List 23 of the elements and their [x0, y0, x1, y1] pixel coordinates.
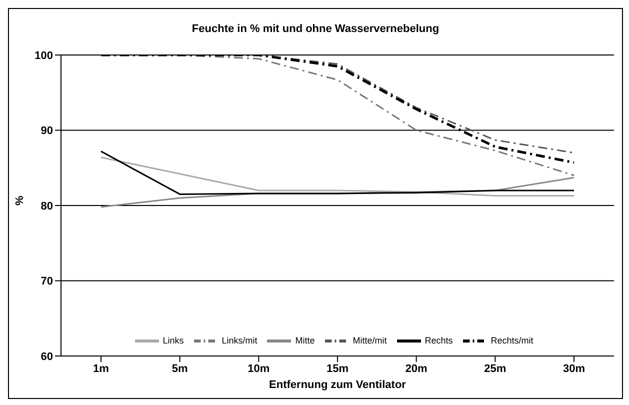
y-tick-label: 100: [34, 50, 53, 62]
y-tick-label: 90: [40, 125, 53, 138]
legend-label: Mitte/mit: [352, 335, 387, 346]
legend-label: Rechts/mit: [490, 335, 534, 346]
line-series: [100, 150, 575, 195]
legend-label: Rechts: [424, 335, 453, 346]
x-tick-label: 15m: [326, 362, 349, 375]
x-tick-label: 20m: [405, 362, 428, 375]
y-tick-label: 70: [40, 276, 53, 288]
chart-title: Feuchte in % mit und ohne Wasservernebelung: [190, 23, 440, 35]
y-tick-label: 80: [40, 200, 53, 212]
x-axis-title: Entfernung zum Ventilator: [269, 379, 407, 391]
legend-label: Links/mit: [222, 335, 258, 346]
x-tick-label: 25m: [484, 362, 506, 375]
x-tick-label: 10m: [248, 362, 270, 375]
y-tick-label: 60: [40, 350, 53, 363]
x-tick-label: 30m: [562, 362, 586, 375]
y-axis-title: %: [14, 196, 26, 206]
x-tick-label: 5m: [172, 362, 188, 375]
line-series: [100, 156, 575, 196]
legend-label: Links: [162, 335, 184, 346]
legend-label: Mitte: [295, 335, 315, 346]
x-tick-label: 1m: [93, 362, 110, 375]
